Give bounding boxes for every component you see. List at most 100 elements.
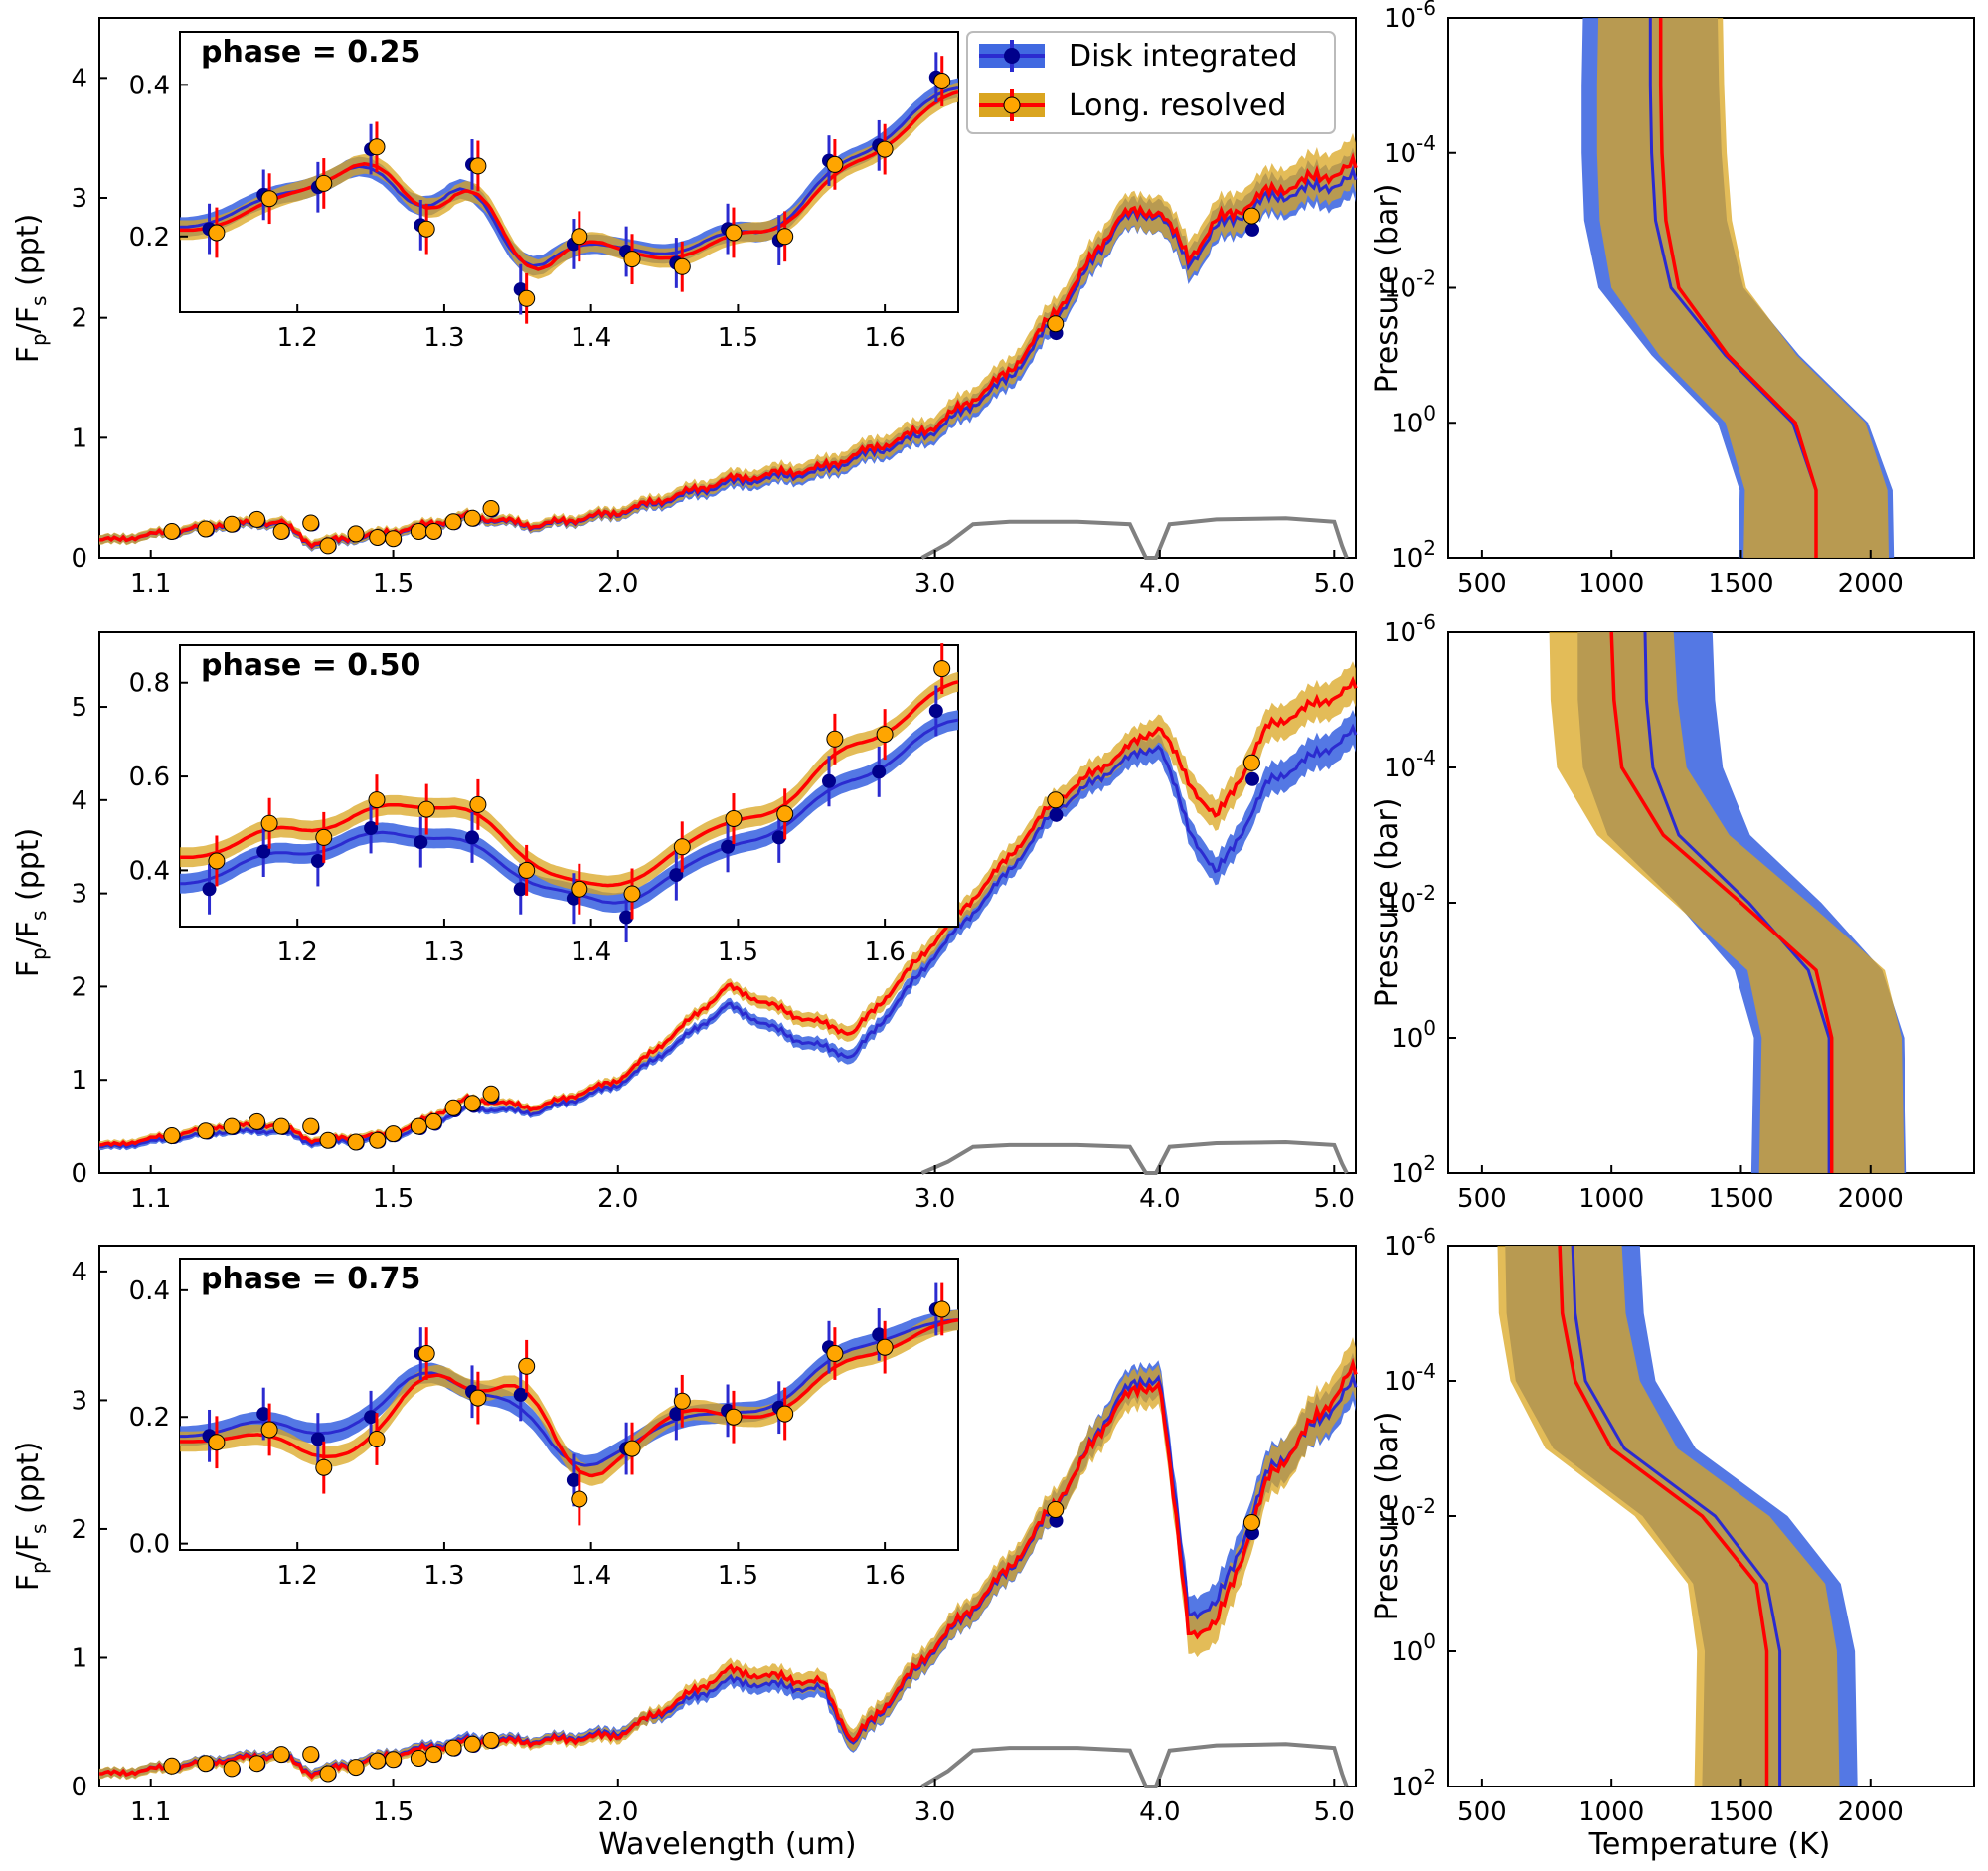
long-datapoint bbox=[1047, 791, 1065, 809]
profile-y-tick-label: 100 bbox=[1391, 1629, 1436, 1667]
panel-title: phase = 0.50 bbox=[201, 648, 420, 683]
inset-y-tick-label: 0.4 bbox=[129, 1276, 170, 1306]
inset-y-tick-label: 0.0 bbox=[129, 1530, 170, 1560]
inset-long-point bbox=[776, 1405, 794, 1423]
legend-long-marker bbox=[1003, 96, 1021, 114]
long-resolved-line bbox=[98, 152, 1358, 549]
inset-x-tick-label: 1.3 bbox=[423, 323, 464, 353]
long-datapoint bbox=[369, 1131, 387, 1149]
long-datapoint bbox=[1047, 315, 1065, 333]
panel-title: phase = 0.25 bbox=[201, 35, 420, 70]
long-datapoint bbox=[319, 1765, 337, 1783]
long-datapoint bbox=[163, 523, 181, 540]
inset-y-tick-label: 0.2 bbox=[129, 223, 170, 253]
x-tick-label: 3.0 bbox=[914, 569, 955, 598]
long-datapoint bbox=[424, 523, 442, 540]
inset-x-tick-label: 1.6 bbox=[864, 323, 905, 353]
y-tick-label: 3 bbox=[71, 1386, 87, 1416]
panel-title: phase = 0.75 bbox=[201, 1262, 420, 1296]
inset-long-point bbox=[623, 885, 641, 903]
long-datapoint bbox=[1242, 207, 1260, 225]
inset-long-point bbox=[469, 795, 487, 813]
profile-disk-line bbox=[1571, 1245, 1782, 1786]
long-datapoint bbox=[444, 1099, 462, 1116]
inset-long-point bbox=[315, 174, 333, 192]
inset-long-point bbox=[876, 1338, 894, 1356]
inset-disk-point bbox=[513, 882, 528, 897]
inset-long-point bbox=[260, 814, 278, 832]
long-datapoint bbox=[463, 1735, 481, 1753]
inset-disk-point bbox=[513, 1387, 528, 1402]
disk-datapoint bbox=[1049, 807, 1064, 822]
y-tick-label: 2 bbox=[71, 1515, 87, 1545]
long-datapoint bbox=[463, 509, 481, 527]
spectrum-ylabel: Fp/Fs (ppt) bbox=[11, 828, 51, 978]
profile-ylabel: Pressure (bar) bbox=[1370, 184, 1405, 394]
profile-long-line bbox=[1658, 18, 1818, 558]
long-datapoint bbox=[197, 520, 215, 538]
inset-long-band bbox=[180, 671, 958, 896]
y-tick-label: 0 bbox=[71, 544, 87, 574]
long-datapoint bbox=[410, 523, 427, 540]
inset-x-tick-label: 1.3 bbox=[423, 937, 464, 967]
inset-long-point bbox=[417, 1345, 435, 1362]
profile-x-tick-label: 1500 bbox=[1708, 1184, 1773, 1214]
long-datapoint bbox=[385, 530, 403, 548]
inset-disk-point bbox=[822, 773, 836, 788]
long-datapoint bbox=[424, 1746, 442, 1764]
y-tick-label: 0 bbox=[71, 1773, 87, 1802]
long-datapoint bbox=[272, 523, 290, 540]
y-tick-label: 3 bbox=[71, 880, 87, 910]
inset-x-tick-label: 1.6 bbox=[864, 937, 905, 967]
inset-long-point bbox=[623, 1440, 641, 1457]
inset-long-point bbox=[315, 1458, 333, 1476]
long-datapoint bbox=[347, 1759, 365, 1777]
inset-axes-frame bbox=[179, 1258, 959, 1551]
inset-x-tick-label: 1.2 bbox=[277, 937, 318, 967]
inset-long-point bbox=[826, 730, 844, 748]
inset-disk-point bbox=[566, 1472, 580, 1487]
long-datapoint bbox=[248, 1755, 265, 1773]
x-tick-label: 2.0 bbox=[597, 569, 638, 598]
inset-long-point bbox=[368, 138, 386, 156]
inset-disk-point bbox=[310, 854, 325, 868]
inset-long-point bbox=[933, 660, 951, 678]
inset-long-point bbox=[571, 228, 588, 246]
long-datapoint bbox=[197, 1755, 215, 1773]
profile-x-tick-label: 1500 bbox=[1708, 1797, 1773, 1827]
inset-long-point bbox=[571, 1490, 588, 1508]
x-tick-label: 1.5 bbox=[373, 1184, 414, 1214]
profile-long-line bbox=[1609, 631, 1834, 1173]
long-datapoint bbox=[1242, 754, 1260, 771]
profile-y-tick-label: 10-6 bbox=[1384, 610, 1436, 648]
profile-x-tick-label: 500 bbox=[1457, 1797, 1507, 1827]
x-tick-label: 5.0 bbox=[1314, 1797, 1355, 1827]
phase-0.25-row: 0 1 2 3 4 1.1 1.5 2.0 3.0 4.0 5.0 Fp/Fs (ppt) 0.2… bbox=[11, 0, 1975, 598]
inset-long-point bbox=[518, 289, 536, 307]
inset-disk-point bbox=[414, 835, 428, 850]
x-tick-label: 1.1 bbox=[130, 1797, 171, 1827]
long-datapoint bbox=[482, 1731, 500, 1749]
profile-y-tick-label: 102 bbox=[1391, 1151, 1436, 1189]
long-datapoint bbox=[163, 1757, 181, 1775]
inset-long-point bbox=[776, 228, 794, 246]
throughput-curve bbox=[920, 1139, 1349, 1175]
long-datapoint bbox=[347, 525, 365, 543]
inset-long-point bbox=[417, 800, 435, 818]
inset-disk-point bbox=[721, 839, 736, 854]
throughput-curve bbox=[920, 1742, 1349, 1788]
y-tick-label: 1 bbox=[71, 1066, 87, 1096]
profile-y-tick-label: 102 bbox=[1391, 536, 1436, 574]
phase-0.75-row: 0 1 2 3 4 1.1 1.5 2.0 3.0 4.0 5.0 Fp/Fs (ppt) 0.0… bbox=[11, 1224, 1975, 1827]
legend-disk-label: Disk integrated bbox=[1069, 39, 1298, 74]
inset-y-tick-label: 0.2 bbox=[129, 1403, 170, 1433]
y-tick-label: 5 bbox=[71, 693, 87, 723]
profile-x-tick-label: 1500 bbox=[1708, 569, 1773, 598]
profile-long-band bbox=[1549, 632, 1905, 1173]
long-datapoint bbox=[248, 510, 265, 528]
inset-x-tick-label: 1.5 bbox=[718, 1561, 758, 1591]
long-datapoint bbox=[302, 1746, 320, 1764]
inset-disk-point bbox=[465, 830, 479, 845]
throughput-curve bbox=[920, 516, 1349, 560]
long-datapoint bbox=[302, 514, 320, 532]
